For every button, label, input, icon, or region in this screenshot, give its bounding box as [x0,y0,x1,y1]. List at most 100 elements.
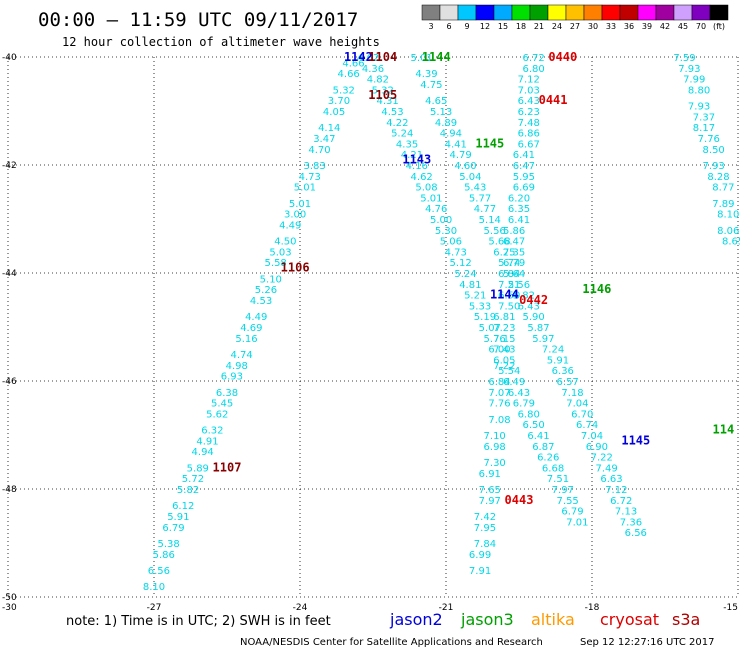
track-1143: 5.01 4.394.75 4.655.134.894.944.414.794.60… [411,53,647,539]
swh-value: 6.90 [586,442,608,453]
swh-value: 4.49 [245,312,267,323]
swh-value: 6.12 [172,501,194,512]
swh-value: 5.14 [479,215,501,226]
footer-source: NOAA/NESDIS Center for Satellite Applica… [240,637,543,648]
swh-value: 7.01 [566,517,588,528]
pass-label: 1144 [422,50,451,64]
swh-value: 5.24 [391,129,413,140]
lon-tick-label: -18 [585,603,600,613]
colorbar-tick-label: (ft) [713,22,725,31]
swh-value: 7.12 [518,75,540,86]
swh-value: 4.53 [250,296,272,307]
swh-value: 5.01 [420,193,442,204]
swh-value: 6.43 [508,388,530,399]
swh-value: 6.38 [216,388,238,399]
swh-value: 5.30 [435,226,457,237]
lon-tick-label: -15 [723,603,738,613]
swh-value: 6.84 [498,269,520,280]
swh-value: 5.00 [430,215,452,226]
colorbar-swatch [601,4,621,21]
swh-value: 4.73 [299,172,321,183]
pass-label: 1145 [621,433,650,447]
satellite-legend: jason2 jason3 altika cryosat s3a [389,610,700,629]
swh-value: 6.32 [201,426,223,437]
swh-value: 7.55 [557,496,579,507]
swh-value: 5.72 [182,474,204,485]
swh-value: 6.93 [221,372,243,383]
swh-value: 4.74 [230,350,252,361]
axis-ticks: -40 -42 -44 -46 -48 -50-30 -27 -24 -21 -18 -15 [2,53,738,613]
swh-value: 6.26 [537,453,559,464]
swh-value: 4.62 [357,53,379,64]
pass-label: 0442 [519,293,548,307]
swh-value: 7.84 [474,539,496,550]
swh-value: 5.12 [449,258,471,269]
colorbar-swatch [709,4,729,21]
colorbar-swatch [493,4,513,21]
satellite-legend-cryosat: cryosat [600,610,659,629]
swh-value: 5.77 [469,193,491,204]
swh-value: 5.04 [459,172,481,183]
swh-value: 5.82 [177,485,199,496]
swh-value: 5.38 [157,539,179,550]
swh-value: 4.60 [454,161,476,172]
swh-value: 6.41 [508,215,530,226]
pass-label: 0443 [505,493,534,507]
satellite-legend-altika: altika [531,610,575,629]
swh-value: 5.86 [153,550,175,561]
swh-value: 4.31 [376,96,398,107]
colorbar-tick-label: 33 [606,22,616,31]
swh-value: 5.54 [498,366,520,377]
swh-value: 6.67 [518,139,540,150]
swh-value: 5.62 [206,409,228,420]
swh-value: 6.80 [518,409,540,420]
swh-value: 7.59 [673,53,695,64]
swh-value: 6.81 [493,312,515,323]
track-1107: 8.10 6.56 5.865.38 6.795.916.12 5.825.725.89… [143,58,365,593]
swh-value: 7.91 [469,566,491,577]
swh-value: 7.76 [698,134,720,145]
swh-value: 4.50 [274,237,296,248]
satellite-legend-s3a: s3a [672,610,700,629]
swh-value: 7.99 [683,75,705,86]
swh-value: 5.01 [294,183,316,194]
swh-value: 5.56 [484,226,506,237]
swh-value: 8.80 [688,85,710,96]
swh-value: 4.75 [420,80,442,91]
swh-value: 4.35 [396,139,418,150]
swh-value: 5.87 [527,323,549,334]
swh-value: 5.06 [440,237,462,248]
swh-value: 5.68 [488,237,510,248]
colorbar-swatch [529,4,549,21]
track-1105: 4.624.364.825.324.314.534.225.244.354.21… [357,53,589,528]
swh-value: 6.41 [527,431,549,442]
swh-value: 5.58 [265,258,287,269]
colorbar-swatch [583,4,603,21]
swh-value: 7.95 [474,523,496,534]
swh-value: 5.01 [411,53,433,64]
colorbar-tick-label: 12 [480,22,490,31]
swh-value: 6.72 [522,53,544,64]
swh-value: 6.57 [557,377,579,388]
swh-value: 5.19 [474,312,496,323]
swh-value: 6.79 [503,258,525,269]
colorbar-swatch [439,4,459,21]
pass-label: 1107 [213,460,242,474]
swh-value: 5.32 [333,85,355,96]
swh-value: 4.53 [381,107,403,118]
swh-value: 7.93 [688,102,710,113]
lon-tick-label: -24 [293,603,308,613]
colorbar-tick-label: 27 [570,22,580,31]
swh-value: 6.43 [518,96,540,107]
colorbar-swatch [655,4,675,21]
colorbar-swatch [637,4,657,21]
swh-value: 5.16 [235,334,257,345]
lat-tick-label: -50 [2,593,17,603]
colorbar-swatch [475,4,495,21]
swh-value: 6.00 [488,345,510,356]
colorbar-legend: 3 6 9 12 15 18 21 24 27 30 33 36 39 42 45 70 (ft) [421,4,729,31]
colorbar-swatch [547,4,567,21]
footer-timestamp: Sep 12 12:27:16 UTC 2017 [580,637,714,648]
swh-value: 7.51 [547,474,569,485]
